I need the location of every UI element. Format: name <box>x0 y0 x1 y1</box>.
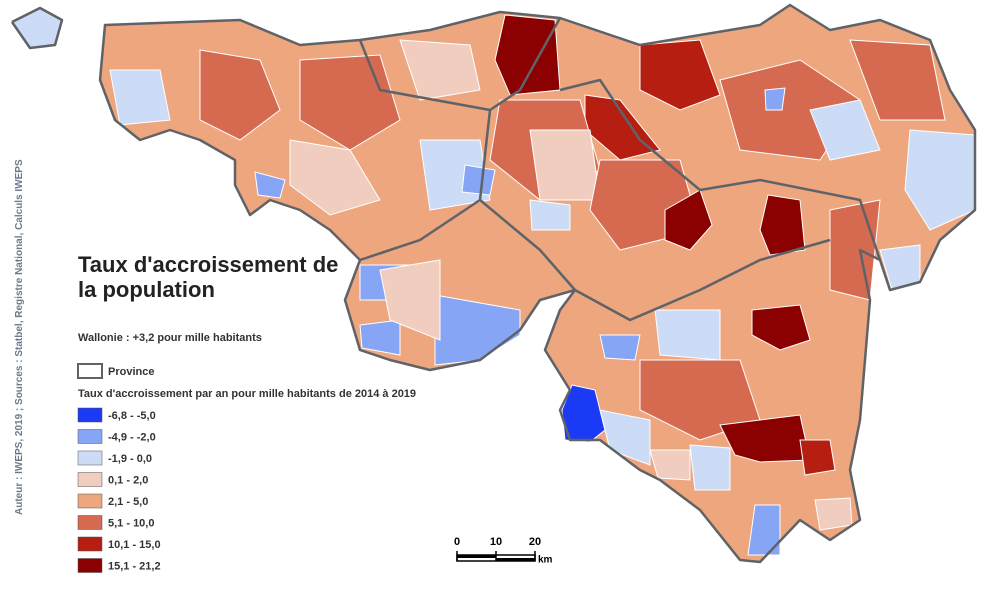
subtitle: Wallonie : +3,2 pour mille habitants <box>78 332 262 344</box>
scale-bar-fill <box>457 555 496 558</box>
region <box>109 69 171 126</box>
title: la population <box>78 277 215 302</box>
region <box>399 39 481 101</box>
legend-swatch <box>77 407 103 423</box>
legend-label: -4,9 - -2,0 <box>108 431 156 443</box>
region <box>461 164 496 196</box>
region <box>649 449 691 481</box>
credit: Auteur : IWEPS, 2019 ; Sources : Statbel… <box>14 159 25 515</box>
province-border <box>574 238 831 322</box>
legend-label: 2,1 - 5,0 <box>108 496 148 508</box>
legend-label: -1,9 - 0,0 <box>108 453 152 465</box>
legend-label: 5,1 - 10,0 <box>108 517 154 529</box>
region <box>719 414 811 463</box>
region <box>529 129 601 201</box>
legend-swatch <box>77 472 103 487</box>
region <box>751 304 811 351</box>
province-swatch <box>77 363 103 379</box>
legend-swatch <box>77 536 103 552</box>
province-outline <box>98 3 977 564</box>
scale-tick-label: 20 <box>529 536 541 548</box>
region <box>664 189 713 251</box>
region <box>829 199 881 301</box>
title: Taux d'accroissement de <box>78 252 338 277</box>
province-label: Province <box>108 366 154 378</box>
region <box>814 497 853 531</box>
scale-unit: km <box>538 555 553 566</box>
region <box>747 504 781 556</box>
region <box>904 129 976 231</box>
region <box>799 439 836 476</box>
region <box>764 87 786 111</box>
province-borders <box>10 3 977 564</box>
legend-swatch <box>77 450 103 466</box>
legend-label: -6,8 - -5,0 <box>108 410 156 422</box>
region <box>254 171 286 199</box>
province-border <box>10 6 64 50</box>
scale-bar-fill <box>496 558 535 561</box>
legend-swatch <box>77 515 103 530</box>
legend: -6,8 - -5,0 -4,9 - -2,0 -1,9 - 0,0 0,1 - 2,… <box>77 407 161 573</box>
legend-swatch <box>77 429 103 444</box>
province-border <box>359 109 492 262</box>
legend-title: Taux d'accroissement par an pour mille h… <box>78 388 416 400</box>
scale-tick-label: 10 <box>490 536 502 548</box>
region <box>199 49 281 141</box>
scale-bar: 0 10 20 km <box>454 536 553 566</box>
legend-label: 0,1 - 2,0 <box>108 474 148 486</box>
region <box>849 39 946 121</box>
province-border <box>479 199 576 291</box>
legend-swatch <box>77 558 103 573</box>
region <box>654 309 721 361</box>
region <box>639 39 721 111</box>
region <box>689 444 731 491</box>
region <box>289 139 381 216</box>
region <box>561 384 606 443</box>
legend-label: 15,1 - 21,2 <box>108 560 161 572</box>
province-border <box>559 78 882 261</box>
municipalities <box>11 4 976 563</box>
legend-label: 10,1 - 15,0 <box>108 539 161 551</box>
region <box>599 409 651 466</box>
scale-tick-label: 0 <box>454 536 460 548</box>
region <box>494 14 561 96</box>
region <box>379 259 441 341</box>
region <box>359 319 401 356</box>
region <box>809 99 881 161</box>
region <box>529 199 571 231</box>
region <box>11 7 63 49</box>
legend-swatch <box>77 493 103 509</box>
region <box>599 334 641 361</box>
region <box>759 194 806 256</box>
